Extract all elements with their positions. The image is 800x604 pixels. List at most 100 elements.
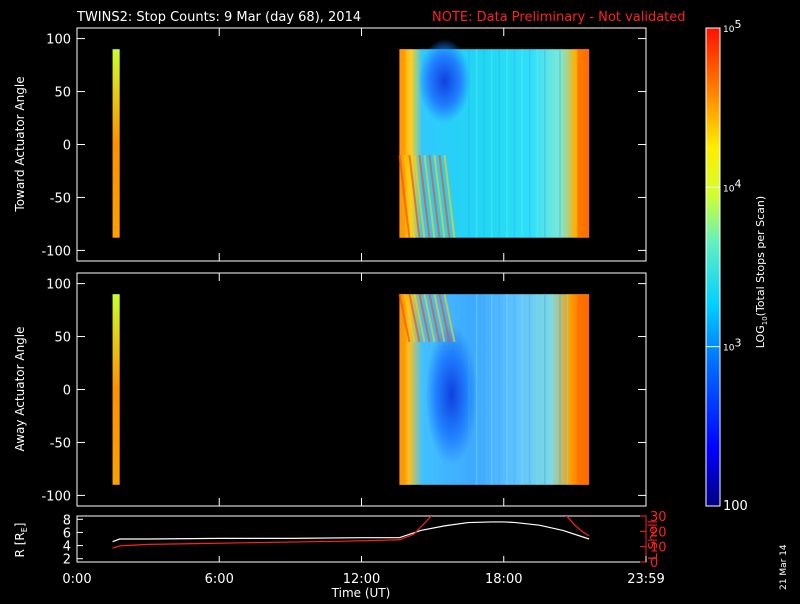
toward-streak-6 [513, 49, 516, 238]
away-streak-6 [513, 294, 516, 485]
away-stripe-6 [428, 293, 441, 343]
orbit-ytick-left-label-3: 8 [63, 513, 71, 528]
colorbar: 100 103 104 105 [705, 18, 748, 514]
colorbar-tick-label-1: 103 [723, 337, 741, 354]
toward-stripe-4 [418, 154, 431, 238]
date-stamp: 21 Mar 14 [779, 544, 789, 590]
away-streak-5 [506, 294, 508, 485]
colorbar-scale [705, 27, 721, 507]
toward-ytick-label-4: -100 [41, 244, 71, 259]
toward-stripe-1 [403, 154, 416, 238]
toward-streak-13 [566, 49, 569, 238]
toward-streak-7 [521, 49, 523, 238]
toward-ytick-label-3: -50 [50, 191, 71, 206]
xtick-label-3: 18:00 [485, 572, 522, 587]
toward-stripe-3 [413, 154, 426, 238]
away-streak-13 [566, 294, 569, 485]
away-stripe-1 [403, 293, 416, 343]
toward-streak-2 [483, 49, 485, 238]
colorbar-label: LOG10(Total Stops per Scan) [754, 196, 769, 348]
away-streak-4 [498, 294, 501, 485]
away-streak-0 [468, 294, 470, 485]
toward-stripe-6 [428, 154, 441, 238]
toward-coverage-block-0 [112, 49, 120, 238]
colorbar-tick-label-2: 104 [723, 177, 741, 194]
away-streak-1 [475, 294, 478, 485]
toward-stripe-2 [408, 154, 421, 238]
away-ytick-label-2: 0 [63, 384, 71, 399]
orbit-series-2 [565, 516, 590, 537]
orbit-ytick-right-label-1: 10 [650, 541, 667, 556]
away-ytick-label-1: 50 [54, 331, 71, 346]
away-low-count-region [425, 324, 478, 465]
toward-streak-0 [468, 49, 470, 238]
toward-angle-panel: 100 50 0 -50 -100 [41, 27, 647, 262]
xtick-label-4: 23:59 [627, 572, 664, 587]
toward-streak-8 [528, 49, 531, 238]
orbit-series-0 [112, 521, 590, 543]
toward-streak-1 [475, 49, 478, 238]
toward-ytick-label-0: 100 [46, 33, 71, 48]
away-streak-12 [559, 294, 561, 485]
toward-streak-10 [544, 49, 546, 238]
xaxis-label: Time (UT) [331, 586, 391, 600]
away-stripe-9 [443, 293, 456, 343]
away-stripe-2 [408, 293, 421, 343]
orbit-ytick-right-label-3: 30 [650, 510, 667, 525]
away-ylabel: Away Actuator Angle [13, 326, 27, 451]
toward-start-band [399, 49, 406, 238]
toward-stripe-0 [398, 154, 411, 238]
orbit-ytick-right-label-0: 0 [650, 556, 658, 571]
away-start-band [399, 294, 406, 485]
away-coverage-block-0 [112, 294, 120, 485]
away-angle-panel: 100 50 0 -50 -100 [41, 272, 647, 507]
away-streak-10 [544, 294, 546, 485]
xtick-label-0: 0:00 [62, 572, 91, 587]
toward-stripe-8 [438, 154, 451, 238]
toward-ytick-label-2: 0 [63, 139, 71, 154]
toward-streak-3 [490, 49, 493, 238]
toward-ytick-label-1: 50 [54, 86, 71, 101]
orbit-ytick-left-label-0: 2 [63, 553, 71, 568]
toward-edge-band [577, 49, 590, 238]
orbit-ytick-left-label-1: 4 [63, 540, 71, 555]
toward-streak-12 [559, 49, 561, 238]
preliminary-note: NOTE: Data Preliminary - Not validated [432, 10, 686, 25]
away-stripe-3 [413, 293, 426, 343]
away-streak-11 [551, 294, 554, 485]
toward-stripe-7 [433, 154, 446, 238]
chart-title: TWINS2: Stop Counts: 9 Mar (day 68), 201… [76, 10, 361, 25]
away-stripe-7 [433, 293, 446, 343]
orbit-series-1 [112, 516, 433, 549]
orbit-ytick-right-label-2: 20 [650, 525, 667, 540]
toward-streak-5 [506, 49, 508, 238]
away-streak-9 [536, 294, 538, 485]
colorbar-tick-label-3: 105 [723, 18, 741, 35]
orbit-ylabel-left: R [RE] [13, 523, 29, 558]
away-ytick-label-4: -100 [41, 489, 71, 504]
away-streak-3 [490, 294, 493, 485]
toward-ylabel: Toward Actuator Angle [13, 76, 27, 212]
away-stripe-8 [438, 293, 451, 343]
away-stripe-0 [398, 293, 411, 343]
toward-streak-11 [551, 49, 554, 238]
orbit-ylabel-right: L Shell [646, 520, 660, 560]
xtick-label-1: 6:00 [205, 572, 234, 587]
toward-low-count-region [418, 38, 471, 123]
xtick-label-2: 12:00 [343, 572, 380, 587]
away-ytick-label-3: -50 [50, 436, 71, 451]
orbit-ytick-left-label-2: 6 [63, 526, 71, 541]
away-ytick-label-0: 100 [46, 278, 71, 293]
away-stripe-4 [418, 293, 431, 343]
toward-streak-4 [498, 49, 501, 238]
colorbar-tick-label-0: 100 [723, 499, 748, 514]
toward-stripe-5 [423, 154, 436, 238]
away-edge-band [577, 294, 590, 485]
toward-stripe-9 [443, 154, 456, 238]
away-streak-2 [483, 294, 485, 485]
toward-streak-9 [536, 49, 538, 238]
away-streak-8 [528, 294, 531, 485]
away-stripe-5 [423, 293, 436, 343]
